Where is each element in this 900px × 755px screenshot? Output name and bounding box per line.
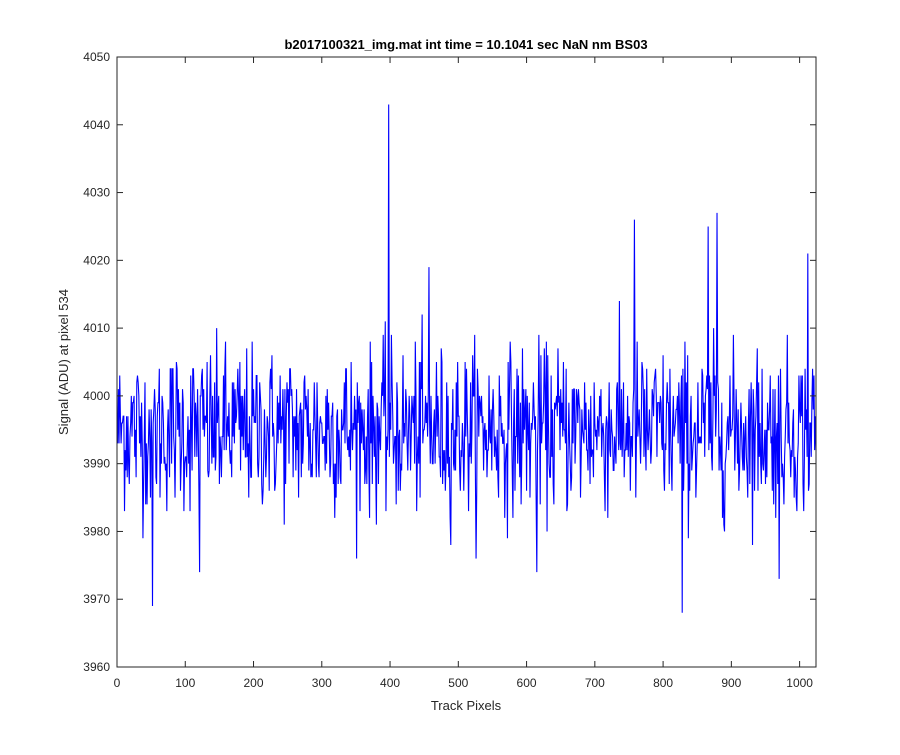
- y-tick-label: 4040: [83, 118, 110, 132]
- x-axis: 0 100 200 300 400 500 600 700 800 900 1000: [114, 57, 813, 690]
- x-tick-label: 300: [312, 676, 332, 690]
- x-tick-label: 400: [380, 676, 400, 690]
- x-tick-label: 700: [585, 676, 605, 690]
- chart-title: b2017100321_img.mat int time = 10.1041 s…: [284, 37, 647, 52]
- plot-background: [117, 57, 816, 667]
- y-tick-label: 4010: [83, 321, 110, 335]
- y-tick-label: 3970: [83, 592, 110, 606]
- y-tick-label: 3990: [83, 457, 110, 471]
- y-tick-label: 4030: [83, 186, 110, 200]
- x-tick-label: 900: [721, 676, 741, 690]
- series-layer: [117, 104, 817, 613]
- x-tick-label: 200: [244, 676, 264, 690]
- x-tick-label: 1000: [786, 676, 813, 690]
- x-tick-label: 600: [517, 676, 537, 690]
- x-axis-label: Track Pixels: [431, 698, 502, 713]
- plot-frame: [116, 56, 817, 668]
- y-axis-label: Signal (ADU) at pixel 534: [56, 289, 71, 435]
- x-tick-label: 500: [448, 676, 468, 690]
- x-tick-label: 100: [175, 676, 195, 690]
- x-tick-label: 0: [114, 676, 121, 690]
- series-line: [117, 104, 817, 613]
- y-tick-label: 4050: [83, 50, 110, 64]
- y-tick-label: 3960: [83, 660, 110, 674]
- y-tick-label: 3980: [83, 524, 110, 538]
- y-tick-label: 4000: [83, 389, 110, 403]
- x-tick-label: 800: [653, 676, 673, 690]
- y-tick-label: 4020: [83, 253, 110, 267]
- y-axis: 3960 3970 3980 3990 4000 4010 4020 4030 4040 4050: [83, 50, 816, 674]
